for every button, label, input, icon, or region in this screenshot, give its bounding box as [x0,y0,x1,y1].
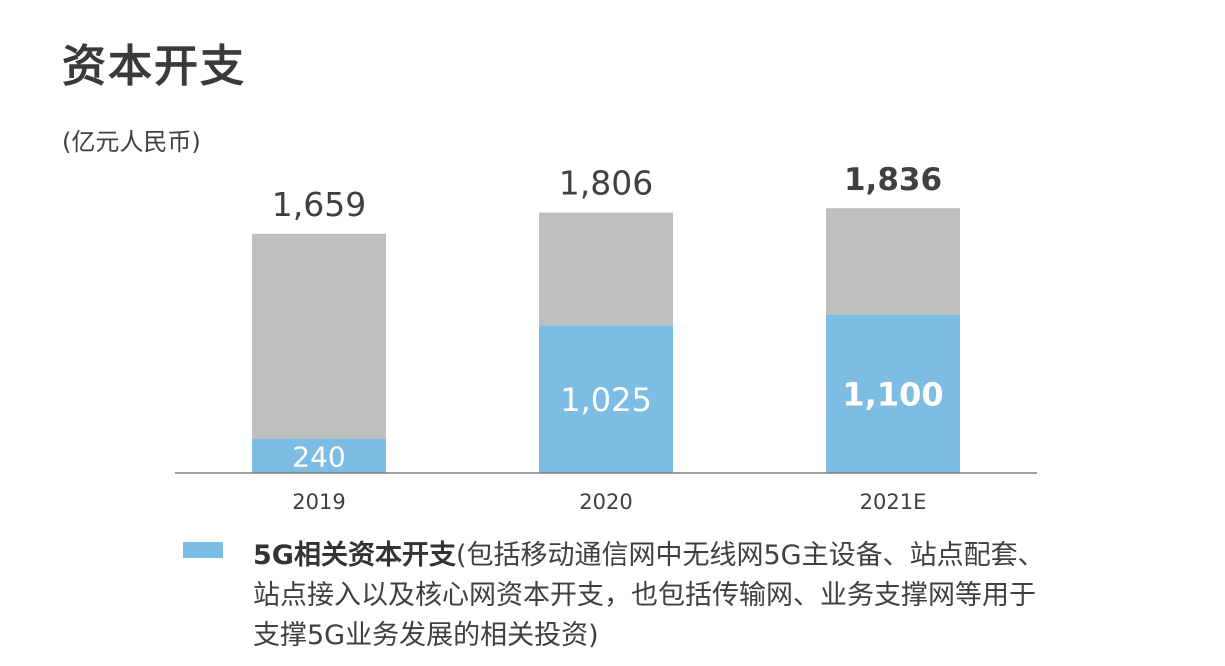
total-label-2019: 1,659 [272,185,366,224]
inner-label-2019: 240 [292,441,345,474]
total-label-2021E: 1,836 [844,162,942,198]
inner-label-2020: 1,025 [560,381,652,419]
bar-5g-2019 [252,438,386,473]
unit-label: (亿元人民币) [62,128,201,156]
capex-stacked-bar-chart: 1,659 240 2019 1,806 1,025 2020 1,836 1,100 2021… [175,162,1037,514]
bar-5g-2021E [826,314,960,473]
x-tick-label-2021E: 2021E [860,490,927,514]
total-label-2020: 1,806 [559,164,653,203]
bar-other-2020 [539,212,673,326]
legend-label-detail: (包括移动通信网中无线网5G主设备、站点配套、站点接入以及核心网资本开支，也包括… [253,540,1045,651]
bar-5g-2020 [539,325,673,473]
page-title: 资本开支 [62,41,246,92]
x-tick-label-2020: 2020 [579,490,632,514]
legend-label: 5G相关资本开支(包括移动通信网中无线网5G主设备、站点配套、站点接入以及核心网… [253,536,1053,656]
bar-other-2021E [826,208,960,315]
legend-swatch-5g [183,542,223,558]
legend-label-bold: 5G相关资本开支 [253,540,456,571]
inner-label-2021E: 1,100 [842,376,943,414]
x-tick-label-2019: 2019 [292,490,345,514]
bar-other-2019 [252,233,386,439]
